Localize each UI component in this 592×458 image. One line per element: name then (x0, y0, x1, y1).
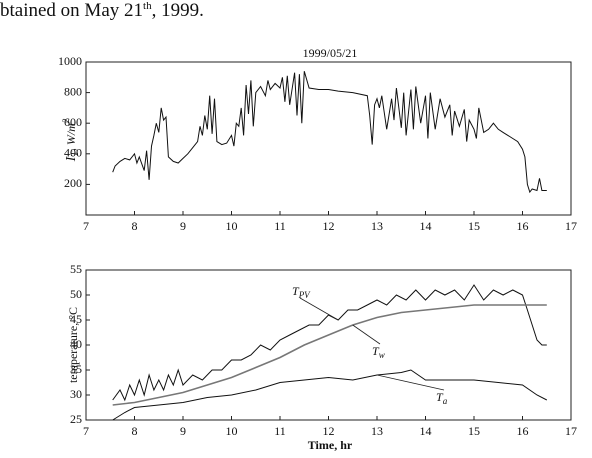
series-label: TPV (292, 284, 311, 300)
data-line (112, 71, 547, 194)
x-tick-label: 12 (323, 219, 335, 233)
series-label-sub: a (443, 396, 448, 406)
x-tick-label: 15 (468, 424, 480, 438)
x-tick-label: 13 (371, 424, 383, 438)
y-tick-label: 400 (64, 146, 82, 160)
x-tick-label: 10 (226, 424, 238, 438)
y-tick-label: 35 (70, 362, 82, 376)
data-line (112, 369, 548, 421)
series-label-sub: PV (298, 290, 311, 300)
data-line (112, 304, 547, 406)
x-tick-label: 11 (274, 424, 286, 438)
y-tick-label: 30 (70, 387, 82, 401)
y-tick-label: 25 (70, 412, 82, 426)
y-tick-label: 50 (70, 287, 82, 301)
x-tick-label: 17 (565, 219, 577, 233)
x-tick-label: 8 (132, 424, 138, 438)
x-tick-label: 10 (226, 219, 238, 233)
plot-frame (85, 61, 572, 216)
caption-text: btained on May 21 (0, 0, 143, 21)
label-leader (376, 374, 445, 391)
data-line (112, 284, 547, 402)
label-part: , W/m (64, 123, 78, 151)
x-tick-label: 12 (323, 424, 335, 438)
x-tick-label: 13 (371, 219, 383, 233)
x-tick-label: 14 (420, 219, 432, 233)
caption: btained on May 21th, 1999. (0, 0, 204, 21)
y-tick-label: 55 (70, 262, 82, 276)
label-part: T (70, 150, 81, 157)
x-tick-label: 17 (565, 424, 577, 438)
y-tick-label: 40 (70, 337, 82, 351)
caption-sup: th (143, 0, 152, 12)
x-tick-label: 14 (420, 424, 432, 438)
x-tick-label: 16 (517, 424, 529, 438)
x-tick-label: 16 (517, 219, 529, 233)
label-leader (352, 324, 381, 345)
y-tick-label: 1000 (58, 54, 82, 68)
x-tick-label: 9 (180, 219, 186, 233)
x-tick-label: 15 (468, 219, 480, 233)
x-tick-label: 8 (132, 219, 138, 233)
label-leader (299, 297, 339, 321)
series-label-sub: w (379, 350, 385, 360)
x-axis-label: Time, hr (308, 438, 353, 452)
y-tick-label: 45 (70, 312, 82, 326)
series-label: Ta (436, 390, 448, 406)
x-tick-label: 11 (274, 219, 286, 233)
x-tick-label: 9 (180, 424, 186, 438)
y-tick-label: 200 (64, 176, 82, 190)
series-label-name: T (372, 344, 380, 358)
label-part: I (64, 155, 79, 162)
y-axis-label: temperature, °C (66, 307, 80, 383)
chart-title: 1999/05/21 (303, 46, 358, 60)
label-part: 2 (61, 118, 71, 123)
y-axis-label: IT, W/m2 (61, 118, 81, 162)
caption-text: , 1999. (152, 0, 204, 21)
y-tick-label: 600 (64, 115, 82, 129)
series-label-name: T (436, 390, 444, 404)
series-label: Tw (372, 344, 385, 360)
series-label-name: T (292, 284, 300, 298)
x-tick-label: 7 (83, 424, 89, 438)
y-tick-label: 800 (64, 84, 82, 98)
x-tick-label: 7 (83, 219, 89, 233)
